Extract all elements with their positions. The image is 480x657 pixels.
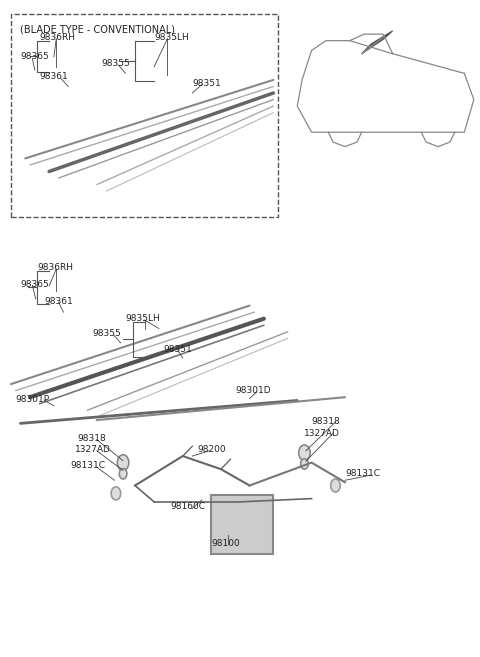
Text: 9836RH: 9836RH — [37, 263, 73, 272]
Text: 98301D: 98301D — [235, 386, 271, 395]
Text: 98365: 98365 — [21, 279, 49, 288]
Bar — [11, 14, 278, 217]
Text: 98131C: 98131C — [345, 469, 380, 478]
Text: (BLADE TYPE - CONVENTIONAL): (BLADE TYPE - CONVENTIONAL) — [21, 24, 176, 34]
Text: 98355: 98355 — [102, 59, 131, 68]
Text: 98351: 98351 — [164, 345, 192, 354]
Text: 98318: 98318 — [78, 434, 107, 443]
Text: 9835LH: 9835LH — [154, 33, 189, 42]
Bar — [211, 495, 274, 555]
Circle shape — [299, 445, 310, 461]
Text: 98131C: 98131C — [71, 461, 106, 470]
Text: 98100: 98100 — [211, 539, 240, 547]
Circle shape — [117, 455, 129, 470]
Circle shape — [111, 487, 120, 500]
Text: 98301P: 98301P — [16, 395, 50, 403]
Text: 98361: 98361 — [39, 72, 68, 81]
Text: 98361: 98361 — [44, 296, 73, 306]
Text: 98351: 98351 — [192, 79, 221, 87]
Text: 98160C: 98160C — [171, 502, 206, 511]
Circle shape — [331, 479, 340, 492]
Circle shape — [300, 459, 308, 469]
Text: 9836RH: 9836RH — [39, 33, 75, 42]
Text: 98355: 98355 — [92, 329, 121, 338]
Text: 98318: 98318 — [312, 417, 340, 426]
Text: 1327AD: 1327AD — [304, 428, 340, 438]
Circle shape — [119, 468, 127, 479]
Polygon shape — [362, 31, 393, 54]
Text: 1327AD: 1327AD — [75, 445, 111, 454]
Text: 98200: 98200 — [197, 445, 226, 454]
Text: 9835LH: 9835LH — [125, 314, 160, 323]
Text: 98365: 98365 — [21, 53, 49, 62]
